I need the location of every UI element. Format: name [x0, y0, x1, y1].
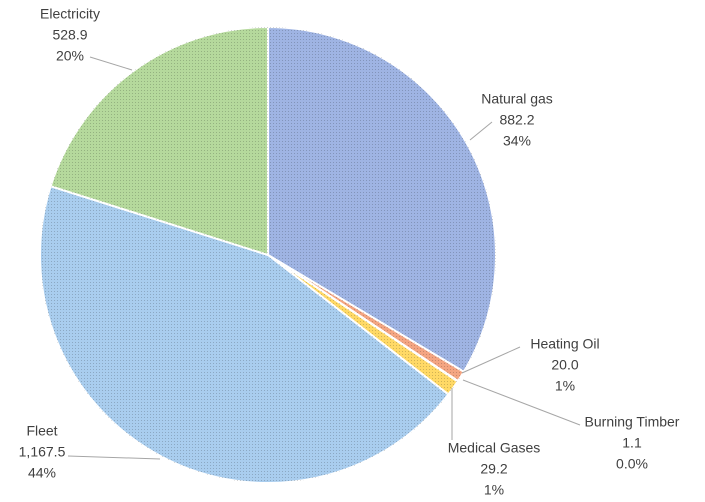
slice-label-value: 1,167.5	[19, 444, 66, 460]
slice-label-value: 1.1	[622, 435, 642, 451]
slice-label-percent: 20%	[56, 48, 84, 64]
slice-label-name: Heating Oil	[530, 336, 599, 352]
slice-label-percent: 0.0%	[616, 456, 648, 472]
slice-label-percent: 1%	[484, 482, 504, 498]
slice-label-percent: 34%	[503, 133, 531, 149]
slice-label-name: Medical Gases	[448, 440, 541, 456]
leader-line	[462, 379, 581, 426]
slice-label-name: Electricity	[40, 6, 100, 22]
slice-texture	[268, 27, 497, 372]
slice-label-value: 29.2	[480, 461, 507, 477]
slice-texture	[50, 27, 268, 255]
leader-line	[67, 455, 161, 460]
slice-label-value: 882.2	[499, 112, 534, 128]
leader-line	[89, 56, 133, 71]
slice-label-percent: 1%	[555, 378, 575, 394]
slice-label-name: Natural gas	[481, 91, 553, 107]
slice-texture	[39, 186, 449, 484]
slice-texture	[268, 255, 458, 395]
slice-label-value: 20.0	[551, 357, 578, 373]
leader-line	[461, 346, 521, 374]
slice-label-name: Fleet	[26, 423, 57, 439]
slice-label-value: 528.9	[52, 27, 87, 43]
leader-line	[469, 121, 493, 141]
slice-label-name: Burning Timber	[585, 414, 680, 430]
slice-label-percent: 44%	[28, 465, 56, 481]
